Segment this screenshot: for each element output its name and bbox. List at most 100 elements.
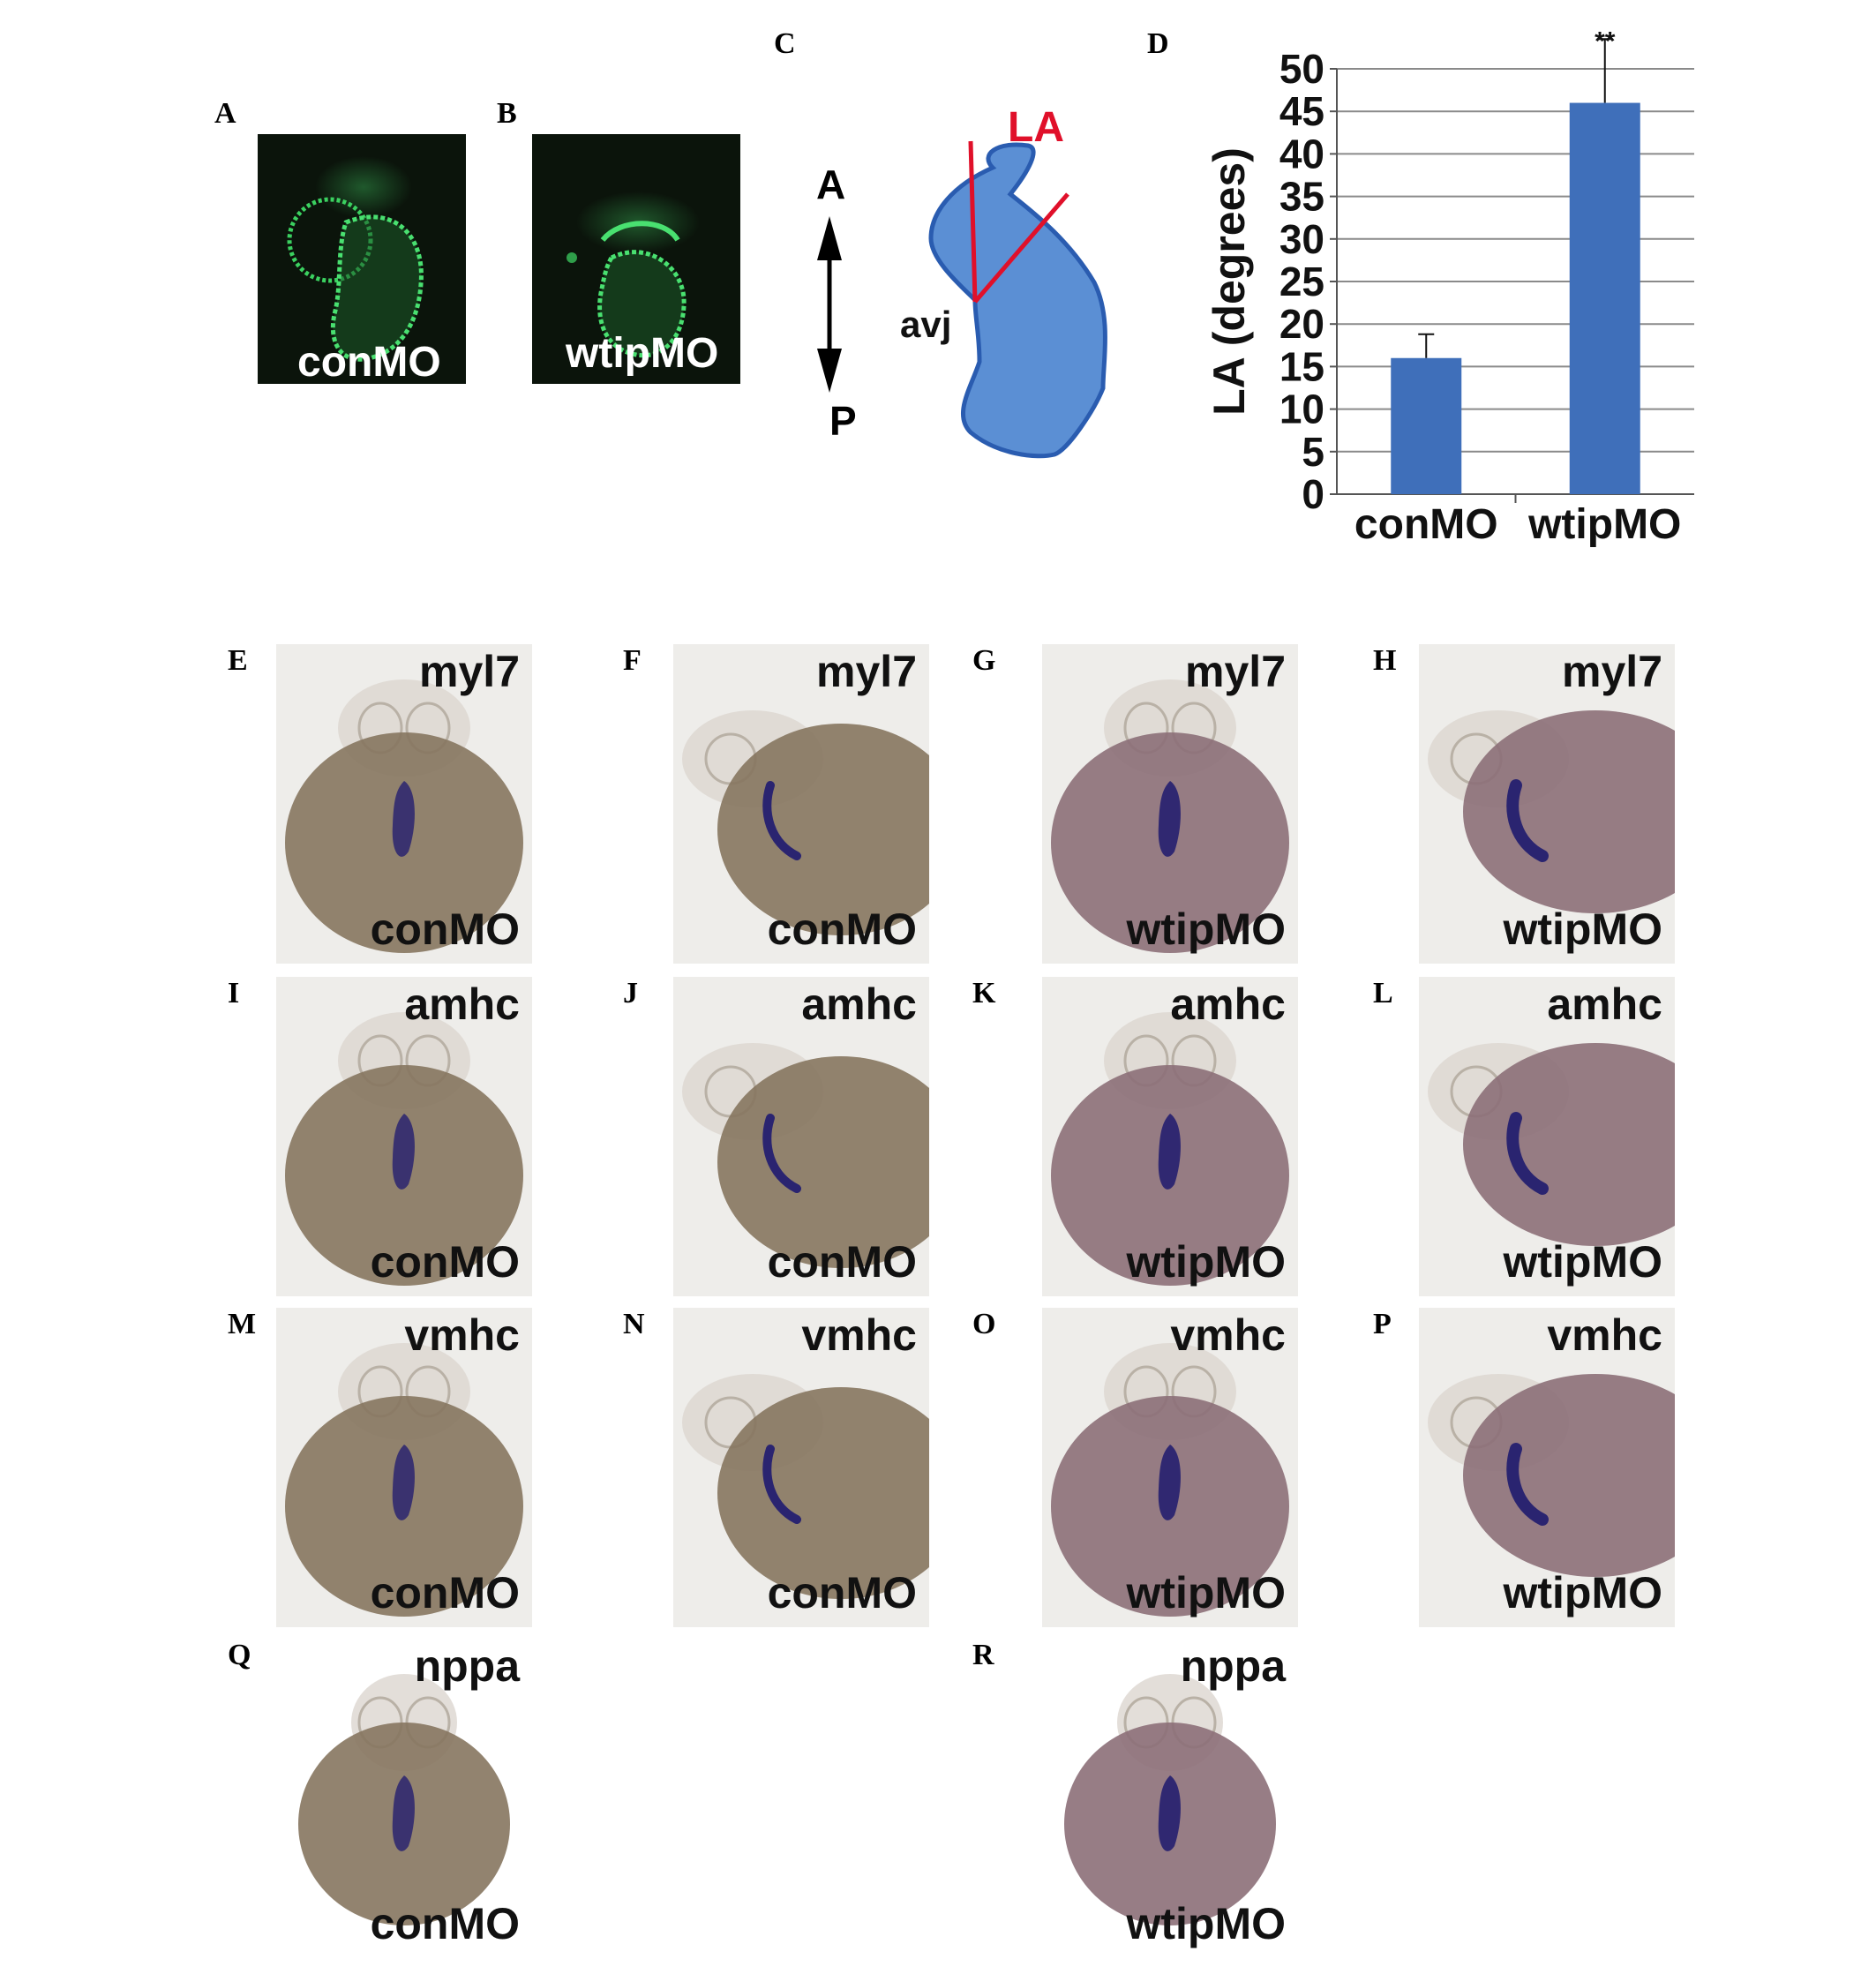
- condition-label: wtipMO: [1503, 1568, 1662, 1617]
- embryo-lateral-icon: [682, 710, 929, 935]
- heart-schematic: A P LA avj: [777, 106, 1129, 477]
- condition-label: wtipMO: [1126, 904, 1286, 954]
- probe-label: amhc: [801, 979, 917, 1029]
- embryo-lateral-icon: [682, 1043, 929, 1268]
- x-tick-label: wtipMO: [1527, 501, 1681, 548]
- condition-label: conMO: [370, 1899, 520, 1948]
- probe-label: myl7: [419, 647, 520, 696]
- ish-image-Q: nppa conMO: [276, 1639, 532, 1958]
- probe-label: myl7: [1562, 647, 1662, 696]
- y-tick-label: 25: [1279, 259, 1324, 304]
- probe-label: nppa: [414, 1641, 520, 1691]
- heart-fluorescence-icon: [287, 156, 424, 362]
- probe-label: myl7: [816, 647, 917, 696]
- probe-label: myl7: [1185, 647, 1286, 696]
- panel-letter-C: C: [774, 27, 796, 60]
- panel-letter-R: R: [972, 1639, 994, 1671]
- ish-image-E: myl7 conMO: [276, 644, 532, 964]
- panel-letter-H: H: [1373, 644, 1397, 677]
- y-tick-label: 30: [1279, 216, 1324, 262]
- panel-letter-L: L: [1373, 977, 1393, 1010]
- probe-label: amhc: [404, 979, 520, 1029]
- ish-image-L: amhc wtipMO: [1419, 977, 1675, 1296]
- panel-letter-A: A: [214, 97, 236, 130]
- y-tick-label: 45: [1279, 88, 1324, 134]
- fluorescence-image-conMO: conMO: [258, 134, 466, 384]
- ish-image-R: nppa wtipMO: [1042, 1639, 1298, 1958]
- probe-label: vmhc: [404, 1310, 520, 1360]
- ish-image-I: amhc conMO: [276, 977, 532, 1296]
- panel-letter-B: B: [497, 97, 517, 130]
- embryo-lateral-icon: [1428, 1043, 1675, 1246]
- embryo-lateral-icon: [682, 1374, 929, 1599]
- probe-label: nppa: [1180, 1641, 1286, 1691]
- probe-label: amhc: [1170, 979, 1286, 1029]
- embryo-ventral-icon: [1064, 1674, 1276, 1925]
- panel-letter-G: G: [972, 644, 996, 677]
- panel-letter-I: I: [228, 977, 240, 1010]
- ish-image-K: amhc wtipMO: [1042, 977, 1298, 1296]
- la-angle-line: [973, 192, 1069, 304]
- ish-image-J: amhc conMO: [673, 977, 929, 1296]
- condition-label: conMO: [370, 904, 520, 954]
- anterior-posterior-arrow-icon: [817, 216, 842, 393]
- embryo-ventral-icon: [285, 679, 523, 953]
- heart-fluorescence-icon: [567, 191, 700, 358]
- y-tick-label: 15: [1279, 343, 1324, 389]
- condition-label: conMO: [767, 1237, 917, 1287]
- panel-letter-M: M: [228, 1308, 257, 1340]
- ish-image-H: myl7 wtipMO: [1419, 644, 1675, 964]
- condition-label: conMO: [370, 1568, 520, 1617]
- panel-letter-D: D: [1147, 27, 1169, 60]
- probe-label: amhc: [1547, 979, 1662, 1029]
- condition-label: conMO: [767, 904, 917, 954]
- embryo-lateral-icon: [1428, 710, 1675, 913]
- y-tick-label: 20: [1279, 301, 1324, 347]
- la-bar-chart: 0 5 10 15 20 25 30 35 40 45 50 LA (degrees) conMO wti…: [1182, 18, 1712, 565]
- condition-label: wtipMO: [1126, 1237, 1286, 1287]
- condition-label: wtipMO: [1503, 904, 1662, 954]
- y-axis-label: LA (degrees): [1204, 147, 1254, 416]
- ish-image-O: vmhc wtipMO: [1042, 1308, 1298, 1627]
- ish-image-M: vmhc conMO: [276, 1308, 532, 1627]
- embryo-ventral-icon: [285, 1343, 523, 1617]
- condition-label: wtipMO: [1126, 1568, 1286, 1617]
- avj-label: avj: [900, 304, 951, 345]
- ish-image-N: vmhc conMO: [673, 1308, 929, 1627]
- bar-conMO: [1391, 357, 1462, 494]
- probe-label: vmhc: [801, 1310, 917, 1360]
- panel-letter-P: P: [1373, 1308, 1392, 1340]
- heart-outline-icon: [928, 142, 1107, 459]
- ish-image-P: vmhc wtipMO: [1419, 1308, 1675, 1627]
- heart-schematic-drawing: A P LA avj: [816, 106, 1107, 459]
- panel-letter-N: N: [623, 1308, 645, 1340]
- y-tick-label: 10: [1279, 387, 1324, 432]
- panel-letter-E: E: [228, 644, 248, 677]
- condition-label: wtipMO: [1503, 1237, 1662, 1287]
- condition-label: conMO: [370, 1237, 520, 1287]
- embryo-ventral-icon: [1051, 1343, 1289, 1617]
- y-tick-label: 50: [1279, 46, 1324, 92]
- bar-wtipMO: [1569, 102, 1640, 494]
- probe-label: vmhc: [1547, 1310, 1662, 1360]
- la-label: LA: [1008, 106, 1064, 151]
- y-tick-label: 0: [1302, 471, 1324, 517]
- axis-bottom-label: P: [829, 398, 857, 444]
- embryo-ventral-icon: [285, 1012, 523, 1286]
- embryo-ventral-icon: [1051, 679, 1289, 953]
- panel-letter-O: O: [972, 1308, 996, 1340]
- y-tick-label: 5: [1302, 429, 1324, 475]
- panel-letter-F: F: [623, 644, 642, 677]
- probe-label: vmhc: [1170, 1310, 1286, 1360]
- panel-letter-K: K: [972, 977, 996, 1010]
- condition-label: conMO: [767, 1568, 917, 1617]
- la-vertical-line: [968, 140, 978, 303]
- axis-top-label: A: [816, 161, 845, 207]
- significance-label: **: [1595, 26, 1616, 56]
- y-tick-label: 40: [1279, 131, 1324, 176]
- condition-label: wtipMO: [566, 330, 719, 377]
- embryo-ventral-icon: [298, 1674, 510, 1925]
- embryo-ventral-icon: [1051, 1012, 1289, 1286]
- condition-label: wtipMO: [1126, 1899, 1286, 1948]
